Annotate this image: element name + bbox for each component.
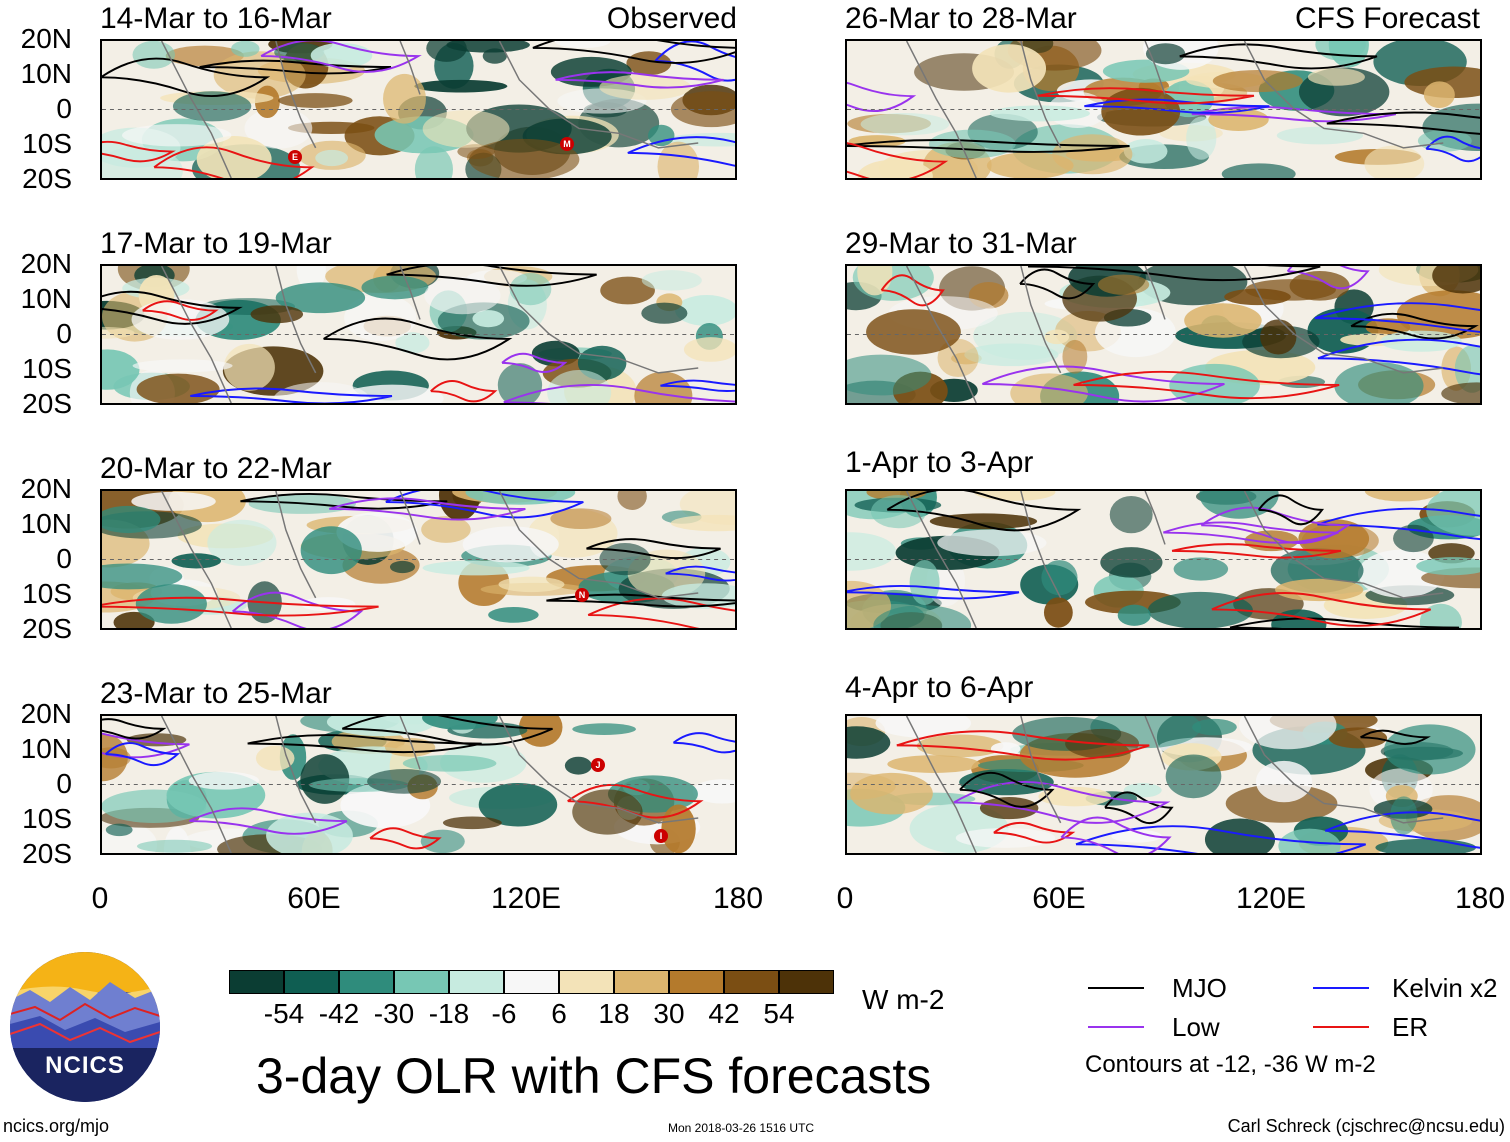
lat-label: 10S — [22, 578, 72, 609]
lat-label: 0 — [56, 543, 72, 574]
lat-label: 20S — [22, 388, 72, 419]
lat-label: 20N — [20, 23, 72, 54]
cfs-forecast-header: CFS Forecast — [1294, 2, 1480, 35]
lon-label: 60E — [1032, 882, 1086, 915]
logo-text: NCICS — [45, 1052, 125, 1079]
lon-label: 0 — [91, 882, 109, 915]
lon-label: 180 — [712, 882, 764, 915]
lat-label: 10N — [20, 283, 72, 314]
lat-label: 10N — [20, 508, 72, 539]
panel-title-0: 14-Mar to 16-Mar — [100, 2, 332, 35]
legend-label-low: Low — [1172, 1012, 1220, 1042]
lat-label: 20S — [22, 163, 72, 194]
legend-swatch-mjo — [1088, 987, 1144, 989]
storm-marker: N — [575, 588, 589, 602]
map-panel-1 — [100, 264, 737, 405]
colorbar-swatch — [339, 970, 394, 994]
panel-title-1: 17-Mar to 19-Mar — [100, 227, 332, 260]
panel-title-5: 29-Mar to 31-Mar — [845, 227, 1077, 260]
storm-marker: M — [560, 137, 574, 151]
lat-label: 10S — [22, 803, 72, 834]
colorbar-swatch — [614, 970, 669, 994]
lat-label: 10S — [22, 128, 72, 159]
colorbar-label: -42 — [318, 998, 360, 1029]
colorbar-swatch — [284, 970, 339, 994]
map-panel-7 — [845, 714, 1482, 855]
colorbar-swatch — [394, 970, 449, 994]
colorbar-label: -54 — [263, 998, 305, 1029]
colorbar-label: -6 — [491, 998, 517, 1029]
lat-label: 20S — [22, 613, 72, 644]
colorbar-label: 54 — [763, 998, 795, 1029]
lat-label: 20N — [20, 473, 72, 504]
legend-label-mjo: MJO — [1172, 973, 1227, 1003]
map-panel-3 — [100, 714, 737, 855]
lat-label: 20N — [20, 248, 72, 279]
lat-label: 20N — [20, 698, 72, 729]
colorbar-label: -18 — [428, 998, 470, 1029]
lat-label: 0 — [56, 318, 72, 349]
colorbar-label: -30 — [373, 998, 415, 1029]
footer-url: ncics.org/mjo — [3, 1116, 110, 1136]
colorbar-label: 30 — [653, 998, 685, 1029]
panel-title-3: 23-Mar to 25-Mar — [100, 677, 332, 710]
colorbar-label: 42 — [708, 998, 740, 1029]
lat-label: 10N — [20, 733, 72, 764]
colorbar-swatch — [449, 970, 504, 994]
panel-title-7: 4-Apr to 6-Apr — [845, 671, 1034, 704]
storm-marker: J — [591, 758, 605, 772]
legend-label-kelvin: Kelvin x2 — [1392, 973, 1498, 1003]
legend-label-er: ER — [1392, 1012, 1429, 1042]
colorbar-swatch — [669, 970, 724, 994]
legend-swatch-kelvin — [1313, 987, 1369, 989]
lat-label: 10N — [20, 58, 72, 89]
colorbar-label: 18 — [598, 998, 630, 1029]
colorbar-label: 6 — [551, 998, 567, 1029]
lat-label: 0 — [56, 93, 72, 124]
lon-label: 60E — [287, 882, 341, 915]
map-panel-2 — [100, 489, 737, 630]
map-panel-4 — [845, 39, 1482, 180]
figure-title: 3-day OLR with CFS forecasts — [256, 1048, 932, 1104]
storm-marker: I — [654, 829, 668, 843]
footer-credit: Carl Schreck (cjschrec@ncsu.edu) — [1227, 1116, 1505, 1136]
storm-marker: E — [288, 150, 302, 164]
legend-note: Contours at -12, -36 W m-2 — [1085, 1051, 1376, 1078]
observed-header: Observed — [606, 2, 737, 35]
colorbar-swatch — [229, 970, 284, 994]
panel-title-2: 20-Mar to 22-Mar — [100, 452, 332, 485]
map-panel-0 — [100, 39, 737, 180]
panel-title-4: 26-Mar to 28-Mar — [845, 2, 1077, 35]
lat-label: 20S — [22, 838, 72, 869]
lon-label: 120E — [490, 882, 562, 915]
lon-label: 120E — [1235, 882, 1307, 915]
lat-label: 10S — [22, 353, 72, 384]
lon-label: 0 — [836, 882, 854, 915]
legend-swatch-er — [1313, 1026, 1369, 1028]
logo-graphic-icon — [10, 952, 160, 1102]
colorbar-unit: W m-2 — [862, 984, 945, 1015]
colorbar-swatch — [559, 970, 614, 994]
colorbar-swatch — [724, 970, 779, 994]
lon-label: 180 — [1454, 882, 1506, 915]
lat-label: 0 — [56, 768, 72, 799]
legend-swatch-low — [1088, 1026, 1144, 1028]
colorbar-swatch — [779, 970, 834, 994]
ncics-logo: NCICS — [10, 952, 160, 1102]
map-panel-6 — [845, 489, 1482, 630]
panel-title-6: 1-Apr to 3-Apr — [845, 446, 1034, 479]
colorbar-swatch — [504, 970, 559, 994]
map-panel-5 — [845, 264, 1482, 405]
footer-timestamp: Mon 2018-03-26 1516 UTC — [668, 1121, 815, 1135]
